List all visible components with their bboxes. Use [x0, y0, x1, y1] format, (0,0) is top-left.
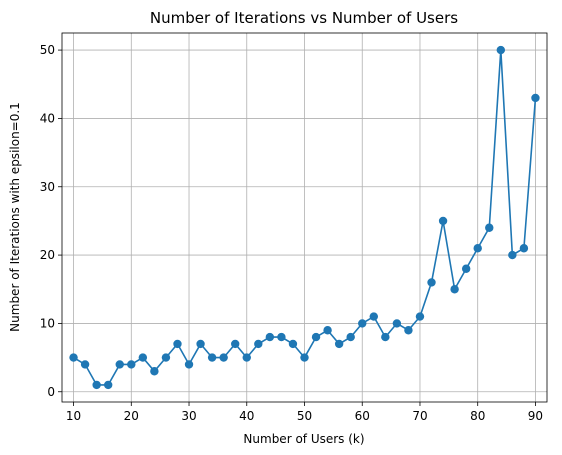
x-tick-label: 10 [66, 409, 81, 423]
data-point [69, 353, 78, 362]
x-tick-label: 80 [470, 409, 485, 423]
data-point [311, 332, 321, 342]
data-point [485, 223, 494, 232]
data-point [300, 353, 309, 362]
y-tick-label: 50 [40, 43, 55, 57]
data-point [519, 244, 529, 253]
data-point [369, 312, 378, 321]
data-point [438, 216, 448, 226]
y-axis-label: Number of Iterations with epsilon=0.1 [8, 102, 22, 332]
x-tick-label: 40 [239, 409, 254, 423]
data-point [334, 339, 344, 349]
y-tick-label: 40 [40, 111, 55, 125]
data-point [288, 339, 298, 349]
data-point [415, 312, 425, 321]
data-point [184, 360, 194, 369]
x-axis: 10 20 30 40 50 60 70 80 90 [66, 402, 543, 423]
y-tick-label: 30 [40, 180, 55, 194]
y-tick-label: 10 [40, 316, 55, 330]
data-points [69, 45, 540, 390]
data-point [150, 367, 159, 376]
chart-title: Number of Iterations vs Number of Users [150, 9, 458, 27]
data-point [242, 353, 251, 362]
data-point [138, 353, 148, 362]
data-point [207, 353, 217, 362]
data-point [461, 264, 471, 273]
data-point [404, 326, 413, 335]
y-axis: 0 10 20 30 40 50 [40, 43, 62, 399]
data-point [92, 380, 101, 390]
x-tick-label: 50 [297, 409, 312, 423]
data-point [115, 360, 124, 369]
x-tick-label: 70 [412, 409, 427, 423]
data-point [392, 319, 402, 328]
data-point [254, 339, 263, 349]
data-point [427, 278, 436, 287]
data-point [219, 353, 228, 362]
y-tick-label: 0 [47, 385, 55, 399]
data-point [508, 250, 517, 260]
grid [62, 33, 547, 402]
x-tick-label: 60 [355, 409, 370, 423]
x-tick-label: 90 [528, 409, 543, 423]
data-point [103, 380, 113, 390]
data-point [473, 244, 482, 253]
x-tick-label: 20 [124, 409, 139, 423]
data-point [277, 332, 286, 342]
data-point [531, 93, 540, 103]
data-point [381, 332, 390, 342]
data-point [196, 339, 205, 349]
data-point [173, 339, 182, 349]
data-point [127, 360, 136, 369]
x-tick-label: 30 [181, 409, 196, 423]
data-point [265, 332, 275, 342]
data-point [346, 332, 355, 342]
data-point [450, 285, 459, 294]
x-axis-label: Number of Users (k) [243, 432, 364, 446]
data-point [323, 326, 332, 335]
data-point [80, 360, 90, 369]
data-point [358, 319, 367, 328]
data-point [496, 45, 506, 55]
data-point [231, 339, 240, 349]
y-tick-label: 20 [40, 248, 55, 262]
data-point [161, 353, 171, 362]
